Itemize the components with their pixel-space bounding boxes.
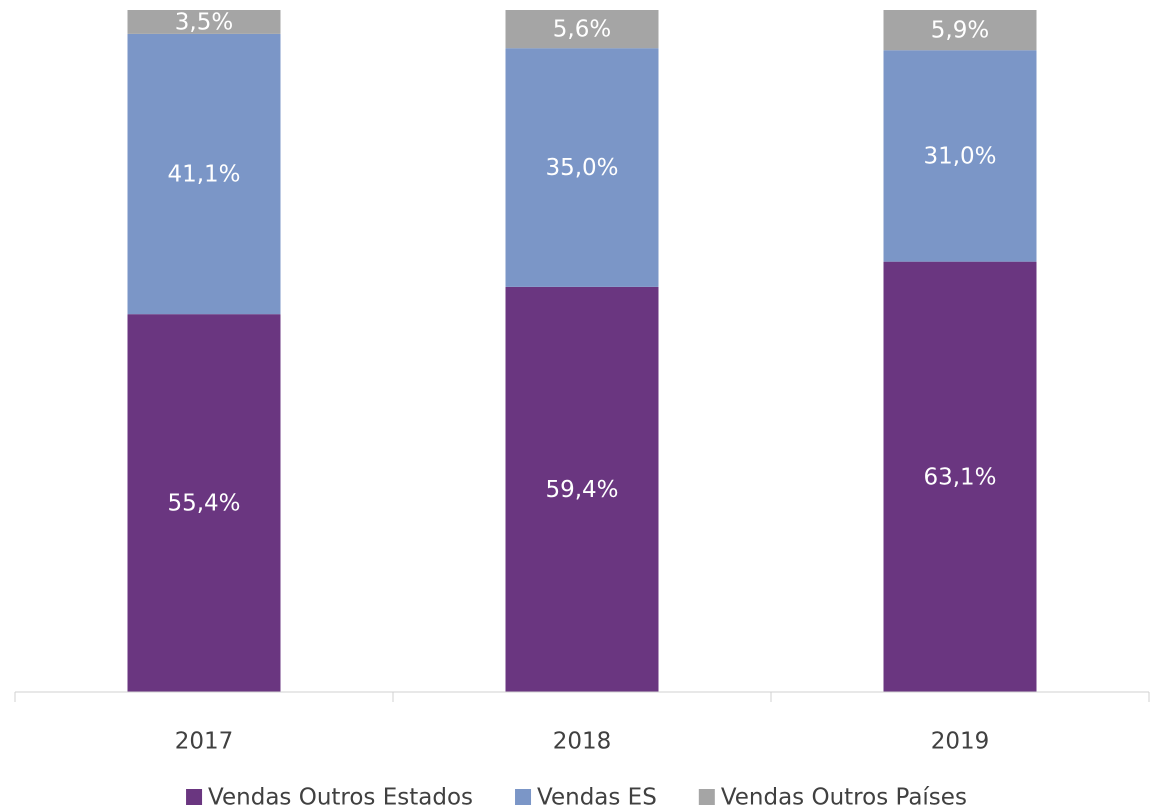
- bar-segment: [883, 50, 1037, 262]
- bar-segment: [883, 261, 1037, 692]
- legend-label: Vendas ES: [537, 785, 657, 810]
- data-label: 5,6%: [553, 17, 611, 43]
- bar-segment: [127, 33, 281, 315]
- bar-segment: [505, 48, 659, 287]
- data-label: 31,0%: [923, 143, 996, 169]
- data-label: 63,1%: [923, 464, 996, 490]
- legend-label: Vendas Outros Países: [721, 785, 967, 810]
- bar-segment: [127, 314, 281, 692]
- data-label: 35,0%: [545, 155, 618, 181]
- x-tick-label: 2018: [553, 729, 612, 755]
- bar-segment: [883, 10, 1037, 51]
- data-label: 41,1%: [167, 162, 240, 188]
- bar-segment: [127, 10, 281, 34]
- x-tick-label: 2017: [175, 729, 234, 755]
- legend-swatch: [186, 789, 203, 805]
- data-label: 59,4%: [545, 477, 618, 503]
- legend-swatch: [698, 789, 715, 805]
- data-label: 55,4%: [167, 491, 240, 517]
- data-label: 3,5%: [175, 9, 233, 35]
- legend-swatch: [515, 789, 532, 805]
- x-tick-label: 2019: [931, 729, 990, 755]
- data-label: 5,9%: [931, 18, 989, 44]
- bar-segment: [505, 10, 659, 49]
- bar-segment: [505, 286, 659, 692]
- legend-label: Vendas Outros Estados: [208, 785, 473, 810]
